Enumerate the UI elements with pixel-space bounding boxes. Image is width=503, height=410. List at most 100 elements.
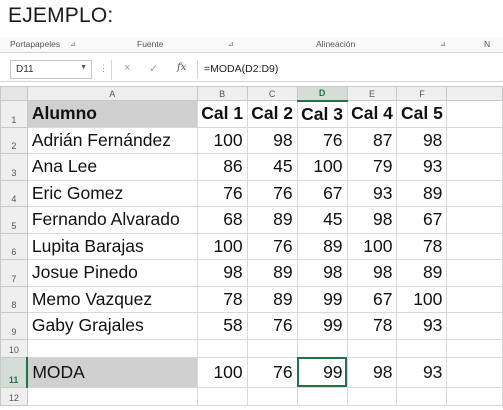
row-header-selected[interactable]: 11 — [0, 356, 29, 388]
grade-cell[interactable]: 76 — [246, 179, 298, 207]
grade-cell[interactable]: 100 — [196, 126, 248, 154]
empty-cell[interactable] — [446, 153, 503, 181]
grade-cell[interactable]: 68 — [196, 206, 248, 234]
grade-cell[interactable]: 98 — [296, 259, 348, 287]
grade-cell[interactable]: 87 — [346, 126, 398, 154]
grade-cell[interactable]: 76 — [196, 179, 248, 207]
empty-cell[interactable] — [346, 386, 398, 406]
empty-cell[interactable] — [26, 386, 198, 406]
grade-cell[interactable]: 89 — [246, 285, 298, 313]
grade-cell[interactable]: 98 — [396, 126, 448, 154]
clipboard-launcher-icon[interactable]: ⊿ — [70, 41, 76, 48]
row-header[interactable]: 8 — [0, 285, 28, 313]
column-header-empty[interactable] — [446, 86, 503, 101]
grade-cell[interactable]: 93 — [346, 179, 398, 207]
insert-function-icon[interactable]: fx — [177, 62, 187, 73]
grade-cell[interactable]: 89 — [296, 232, 348, 260]
grade-cell[interactable]: 93 — [396, 153, 448, 181]
grade-cell[interactable]: 89 — [396, 259, 448, 287]
student-name-cell[interactable]: Eric Gomez — [26, 179, 198, 207]
column-header[interactable]: C — [246, 86, 298, 101]
empty-cell[interactable] — [196, 338, 248, 358]
student-name-cell[interactable]: Fernando Alvarado — [26, 206, 198, 234]
student-name-cell[interactable]: Memo Vazquez — [26, 285, 198, 313]
student-name-cell[interactable]: Gaby Grajales — [26, 312, 198, 340]
grade-cell[interactable]: 78 — [396, 232, 448, 260]
grade-cell[interactable]: 45 — [246, 153, 298, 181]
grade-cell[interactable]: 76 — [246, 312, 298, 340]
mode-value-cell[interactable]: 93 — [396, 356, 448, 388]
grade-cell[interactable]: 98 — [196, 259, 248, 287]
chevron-down-icon[interactable]: ▼ — [80, 64, 87, 71]
grade-cell[interactable]: 67 — [346, 285, 398, 313]
mode-label-cell[interactable]: MODA — [26, 356, 198, 388]
grade-cell[interactable]: 78 — [196, 285, 248, 313]
column-header[interactable]: E — [346, 86, 398, 101]
empty-cell[interactable] — [446, 386, 503, 406]
row-header[interactable]: 1 — [0, 100, 28, 128]
row-header[interactable]: 12 — [0, 386, 28, 406]
formula-input[interactable]: =MODA(D2:D9) — [197, 60, 503, 79]
student-name-cell[interactable]: Adrián Fernández — [26, 126, 198, 154]
row-header[interactable]: 10 — [0, 338, 28, 358]
student-name-cell[interactable]: Ana Lee — [26, 153, 198, 181]
empty-cell[interactable] — [26, 338, 198, 358]
active-cell[interactable]: 99 — [296, 356, 348, 388]
grade-cell[interactable]: 98 — [346, 259, 398, 287]
resize-handle-icon[interactable]: ⋮ — [99, 63, 108, 73]
grade-cell[interactable]: 93 — [396, 312, 448, 340]
header-cell-student[interactable]: Alumno — [26, 100, 198, 128]
grade-cell[interactable]: 99 — [296, 285, 348, 313]
row-header[interactable]: 7 — [0, 259, 28, 287]
grade-cell[interactable]: 89 — [246, 206, 298, 234]
student-name-cell[interactable]: Josue Pinedo — [26, 259, 198, 287]
row-header[interactable]: 6 — [0, 232, 28, 260]
grade-cell[interactable]: 86 — [196, 153, 248, 181]
alignment-launcher-icon[interactable]: ⊿ — [440, 41, 446, 48]
cancel-icon[interactable]: × — [124, 62, 131, 74]
grade-cell[interactable]: 100 — [296, 153, 348, 181]
empty-cell[interactable] — [396, 386, 448, 406]
empty-cell[interactable] — [296, 386, 348, 406]
grade-cell[interactable]: 89 — [246, 259, 298, 287]
grade-cell[interactable]: 67 — [296, 179, 348, 207]
select-all-corner[interactable] — [0, 86, 28, 101]
grade-cell[interactable]: 79 — [346, 153, 398, 181]
student-name-cell[interactable]: Lupita Barajas — [26, 232, 198, 260]
header-cell[interactable]: Cal 2 — [246, 100, 298, 128]
grade-cell[interactable]: 99 — [296, 312, 348, 340]
empty-cell[interactable] — [396, 338, 448, 358]
grade-cell[interactable]: 78 — [346, 312, 398, 340]
grade-cell[interactable]: 58 — [196, 312, 248, 340]
enter-icon[interactable]: ✓ — [149, 63, 159, 75]
header-cell[interactable]: Cal 5 — [396, 100, 448, 128]
empty-cell[interactable] — [246, 386, 298, 406]
empty-cell[interactable] — [446, 232, 503, 260]
grade-cell[interactable]: 67 — [396, 206, 448, 234]
empty-cell[interactable] — [446, 100, 503, 128]
column-header[interactable]: A — [26, 86, 198, 101]
row-header[interactable]: 3 — [0, 153, 28, 181]
row-header[interactable]: 2 — [0, 126, 28, 154]
row-header[interactable]: 9 — [0, 312, 28, 340]
row-header[interactable]: 4 — [0, 179, 28, 207]
header-cell[interactable]: Cal 1 — [196, 100, 248, 128]
grade-cell[interactable]: 76 — [246, 232, 298, 260]
empty-cell[interactable] — [446, 312, 503, 340]
empty-cell[interactable] — [446, 126, 503, 154]
grade-cell[interactable]: 100 — [196, 232, 248, 260]
empty-cell[interactable] — [446, 179, 503, 207]
empty-cell[interactable] — [446, 206, 503, 234]
grade-cell[interactable]: 76 — [296, 126, 348, 154]
empty-cell[interactable] — [246, 338, 298, 358]
empty-cell[interactable] — [446, 285, 503, 313]
column-header[interactable]: F — [396, 86, 448, 101]
empty-cell[interactable] — [446, 356, 503, 388]
header-cell[interactable]: Cal 4 — [346, 100, 398, 128]
empty-cell[interactable] — [346, 338, 398, 358]
row-header[interactable]: 5 — [0, 206, 28, 234]
grade-cell[interactable]: 98 — [246, 126, 298, 154]
empty-cell[interactable] — [446, 259, 503, 287]
grade-cell[interactable]: 45 — [296, 206, 348, 234]
column-header[interactable]: B — [196, 86, 248, 101]
